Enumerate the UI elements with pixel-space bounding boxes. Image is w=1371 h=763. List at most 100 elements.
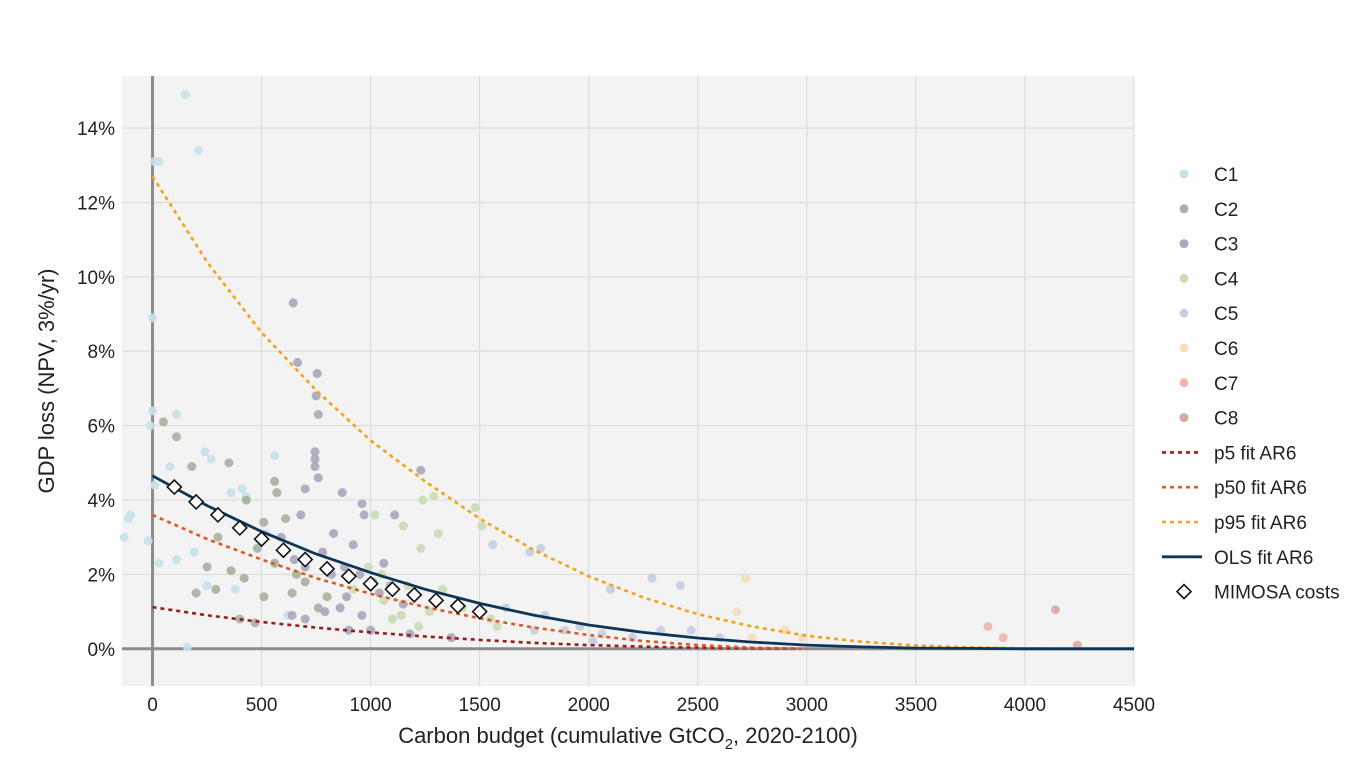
legend-label: p50 fit AR6 — [1214, 478, 1307, 499]
scatter-point-c5 — [686, 625, 696, 635]
mimosa-cost-marker — [471, 603, 488, 620]
scatter-point-c4 — [425, 607, 435, 617]
mimosa-cost-marker — [166, 478, 183, 496]
x-axis-label-main: Carbon budget (cumulative GtCO — [398, 723, 725, 748]
legend-swatch — [1179, 378, 1189, 388]
scatter-point-c3 — [416, 465, 426, 475]
mimosa-cost-marker — [253, 530, 270, 548]
legend-label: C6 — [1214, 339, 1238, 360]
scatter-point-c1 — [202, 581, 212, 591]
y-tick-label: 14% — [77, 119, 115, 140]
scatter-point-c1 — [145, 421, 155, 431]
mimosa-cost-marker — [318, 560, 336, 577]
scatter-point-c3 — [300, 614, 310, 624]
mimosa-cost-marker — [209, 506, 227, 524]
scatter-point-c4 — [416, 543, 426, 553]
scatter-point-c5 — [488, 540, 498, 550]
scatter-point-c2 — [187, 462, 197, 472]
mimosa-cost-marker — [275, 542, 292, 559]
scatter-point-c3 — [359, 510, 369, 520]
legend-swatch — [1179, 413, 1189, 423]
scatter-point-c4 — [387, 614, 397, 624]
scatter-point-c4 — [418, 495, 428, 505]
legend-label: C7 — [1214, 374, 1238, 395]
legend-swatch — [1175, 583, 1193, 600]
mimosa-cost-marker — [297, 551, 314, 568]
scatter-point-c2 — [224, 458, 234, 468]
y-axis-label: GDP loss (NPV, 3%/yr) — [34, 269, 59, 494]
scatter-point-c3 — [293, 357, 303, 367]
mimosa-cost-marker — [340, 568, 357, 585]
y-tick-labels: 0% 2% 4% 6% 8% 10% 12% 14% — [77, 119, 115, 661]
scatter-point-c4 — [470, 502, 480, 512]
scatter-point-c2 — [322, 592, 332, 602]
x-tick-label: 4500 — [1113, 695, 1155, 716]
legend-item-c8: C8 — [1179, 409, 1238, 430]
scatter-point-c5 — [606, 584, 616, 594]
scatter-point-c3 — [296, 510, 306, 520]
scatter-point-c8 — [1072, 640, 1082, 650]
scatter-point-c3 — [335, 603, 345, 613]
scatter-point-c2 — [226, 566, 236, 576]
scatter-point-c2 — [158, 417, 168, 427]
scatter-point-c1 — [165, 462, 175, 472]
legend: C1 C2 C3 C4 C5 C6 C7 C8 p5 fit AR6 p50 fit AR6 p95… — [1162, 165, 1340, 604]
scatter-point-c3 — [313, 473, 323, 483]
scatter-point-c3 — [310, 462, 320, 472]
scatter-point-c2 — [270, 476, 280, 486]
x-tick-label: 500 — [246, 695, 278, 716]
scatter-point-c5 — [647, 573, 657, 583]
scatter-point-c3 — [289, 555, 299, 565]
legend-item-c5: C5 — [1179, 304, 1238, 325]
x-tick-label: 4000 — [1004, 695, 1046, 716]
scatter-point-c2 — [172, 432, 182, 442]
legend-swatch — [1179, 343, 1189, 353]
legend-swatch — [1179, 273, 1189, 283]
legend-item-mimosa-costs: MIMOSA costs — [1175, 583, 1340, 604]
scatter-point-c2 — [291, 569, 301, 579]
scatter-point-c3 — [342, 592, 352, 602]
legend-label: MIMOSA costs — [1214, 583, 1340, 604]
legend-item-p95-fit-ar6: p95 fit AR6 — [1162, 513, 1307, 534]
scatter-point-c1 — [189, 547, 199, 557]
legend-item-c4: C4 — [1179, 269, 1239, 290]
scatter-point-c3 — [405, 629, 415, 639]
x-tick-label: 2000 — [568, 695, 610, 716]
scatter-layer — [119, 90, 1082, 652]
legend-label: C8 — [1214, 409, 1238, 430]
scatter-point-c1 — [180, 90, 190, 100]
scatter-point-c1 — [230, 584, 240, 594]
scatter-point-c1 — [270, 450, 280, 460]
scatter-point-c2 — [300, 577, 310, 587]
y-tick-label: 8% — [88, 342, 116, 363]
mimosa-cost-marker — [362, 575, 379, 592]
scatter-point-c4 — [429, 491, 439, 501]
x-axis-label-tail: , 2020-2100) — [733, 723, 858, 748]
plot-background — [122, 76, 1134, 686]
scatter-point-c3 — [310, 454, 320, 464]
y-tick-label: 2% — [88, 565, 116, 586]
scatter-point-c3 — [357, 499, 367, 509]
legend-swatch — [1179, 308, 1189, 318]
scatter-point-c1 — [193, 145, 203, 155]
scatter-point-c7 — [998, 633, 1008, 643]
scatter-point-c8 — [1050, 605, 1060, 615]
scatter-point-c4 — [438, 584, 448, 594]
legend-item-c6: C6 — [1179, 339, 1238, 360]
mimosa-cost-marker — [231, 519, 248, 537]
scatter-point-c3 — [379, 558, 389, 568]
scatter-point-c3 — [300, 484, 310, 494]
scatter-point-c3 — [287, 610, 297, 620]
scatter-point-c3 — [355, 569, 365, 579]
x-tick-label: 2500 — [677, 695, 719, 716]
scatter-point-c2 — [281, 514, 291, 524]
scatter-point-c7 — [983, 621, 993, 631]
scatter-point-c1 — [148, 313, 158, 323]
legend-label: C2 — [1214, 200, 1238, 221]
scatter-point-c4 — [433, 529, 443, 538]
legend-item-c2: C2 — [1179, 200, 1238, 221]
scatter-point-c4 — [396, 610, 406, 620]
scatter-point-c2 — [191, 588, 201, 598]
legend-swatch — [1179, 204, 1189, 214]
legend-label: C5 — [1214, 304, 1238, 325]
